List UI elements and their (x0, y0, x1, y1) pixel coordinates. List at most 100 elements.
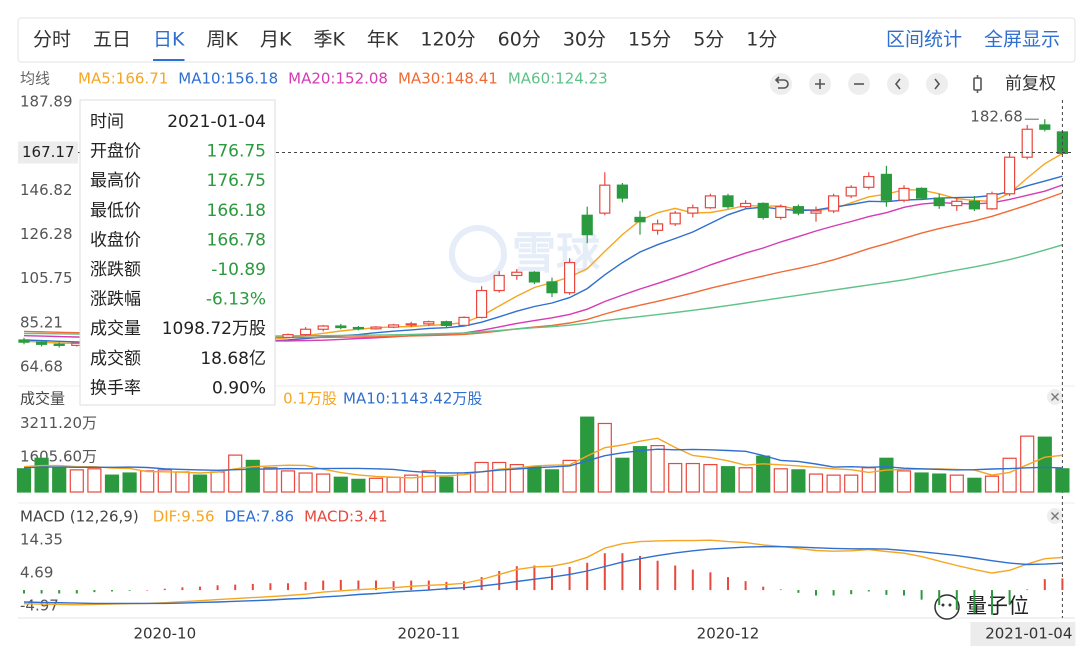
macd-bar (93, 590, 96, 593)
tab[interactable]: 5分 (693, 29, 724, 51)
volume-bar (333, 476, 348, 493)
candle-body (687, 207, 699, 214)
macd-bar (850, 590, 853, 595)
macd-bar (322, 580, 325, 591)
tab[interactable]: 30分 (563, 29, 606, 51)
candle-body (388, 324, 400, 328)
candle-body (352, 326, 364, 330)
y-tick-label: 187.89 (20, 92, 73, 110)
legend-item: MA5:166.71 (78, 70, 168, 88)
panel-title: MACD (12,26,9) (20, 508, 139, 526)
macd-bar (392, 581, 395, 591)
candle-body (634, 216, 646, 223)
macd-bar (938, 590, 941, 606)
tooltip-label: 涨跌幅 (90, 290, 141, 310)
y-tick-label: 146.82 (20, 181, 73, 199)
tab[interactable]: 日K (153, 29, 185, 51)
price-label-bg (18, 141, 78, 164)
macd-bar (146, 590, 149, 591)
candle-body (1021, 128, 1033, 158)
tooltip-value: 166.78 (207, 230, 266, 250)
toolbar-icons (770, 73, 982, 95)
macd-bar (128, 590, 131, 591)
volume-bar (34, 457, 49, 493)
watermark: 量子位 (966, 594, 1029, 618)
volume-bar (263, 467, 278, 493)
volume-bar (1055, 468, 1070, 493)
close-icon[interactable] (1047, 389, 1063, 405)
tab[interactable]: 60分 (498, 29, 541, 51)
volume-bar (826, 474, 841, 493)
macd-bar (515, 566, 518, 591)
tooltip-value: 0.90% (212, 378, 266, 398)
tooltip-value: 18.68亿 (200, 349, 266, 369)
left-icon[interactable] (887, 73, 909, 95)
macd-bar (885, 590, 888, 595)
tab[interactable]: 15分 (628, 29, 671, 51)
tab[interactable]: 周K (207, 29, 239, 51)
tab[interactable]: 季K (313, 29, 345, 51)
y-tick-label: -4.97 (20, 597, 59, 615)
volume-bar (949, 474, 964, 493)
tool-button[interactable]: 区间统计 (886, 29, 962, 51)
tab[interactable]: 分时 (33, 29, 71, 51)
volume-bar (632, 446, 648, 493)
macd-bar (234, 584, 237, 591)
macd-bar (973, 590, 976, 614)
tooltip-label: 最高价 (90, 171, 141, 191)
tab[interactable]: 五日 (93, 29, 131, 51)
candle-body (317, 325, 329, 330)
volume-bar (122, 472, 137, 493)
volume-bar (580, 416, 595, 493)
volume-bar (175, 471, 190, 493)
legend-item: MA30:148.41 (398, 70, 498, 88)
right-icon[interactable] (926, 73, 948, 95)
candle-body (563, 261, 576, 294)
volume-bar (368, 477, 384, 493)
candle-body (810, 210, 822, 214)
volume-bar (703, 463, 718, 493)
macd-bar (691, 569, 694, 591)
candle-body (599, 184, 611, 214)
tab[interactable]: 月K (260, 29, 292, 51)
volume-bar (298, 472, 313, 493)
macd-bar (991, 590, 993, 615)
close-icon[interactable] (1047, 508, 1063, 524)
candle-body (35, 341, 48, 345)
tool-button[interactable]: 全屏显示 (984, 29, 1060, 51)
tooltip: 时间 2021-01-04 开盘价 176.75 最高价 176.75 最低价 166.18 收… (79, 99, 276, 406)
tab[interactable]: 1分 (746, 29, 777, 51)
macd-bar (216, 585, 219, 591)
macd-bar (410, 580, 413, 591)
tooltip-value: 2021-01-04 (167, 112, 266, 132)
macd-bar (357, 580, 360, 591)
macd-bar (23, 590, 25, 594)
volume-bar (509, 463, 524, 493)
candle-body (440, 321, 452, 326)
macd-bar (674, 565, 677, 591)
undo-icon[interactable] (770, 73, 792, 95)
volume-bar (685, 462, 700, 493)
macd-bar (621, 553, 624, 591)
tab[interactable]: 120分 (420, 29, 475, 51)
macd-bar (304, 581, 307, 591)
candle-body (669, 212, 681, 225)
macd-bar (75, 590, 78, 594)
tooltip-label: 最低价 (90, 201, 141, 221)
adjust-mode[interactable]: 前复权 (1005, 74, 1056, 94)
volume-bar (562, 459, 577, 493)
macd-bar (533, 565, 536, 591)
macd-bar (111, 590, 113, 592)
macd-bar (744, 581, 747, 591)
candle-body (757, 202, 769, 219)
macd-bar (40, 590, 43, 594)
volume-bar (668, 462, 683, 493)
tooltip-value: 176.75 (207, 142, 266, 162)
volume-bar (879, 457, 894, 493)
tab[interactable]: 年K (367, 29, 399, 51)
candle-body (827, 195, 840, 212)
x-tick-label: 2020-10 (133, 625, 196, 643)
macd-bar (1043, 579, 1046, 591)
macd-bar (480, 577, 483, 591)
candle-body (651, 223, 664, 231)
